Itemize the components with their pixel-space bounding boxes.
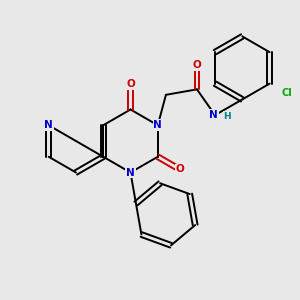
Text: Cl: Cl [281,88,292,98]
Text: N: N [209,110,218,120]
Text: N: N [44,120,53,130]
Text: O: O [193,60,201,70]
Text: N: N [126,167,135,178]
Text: N: N [153,120,162,130]
Text: O: O [126,79,135,89]
Text: H: H [224,112,231,121]
Text: O: O [176,164,184,175]
